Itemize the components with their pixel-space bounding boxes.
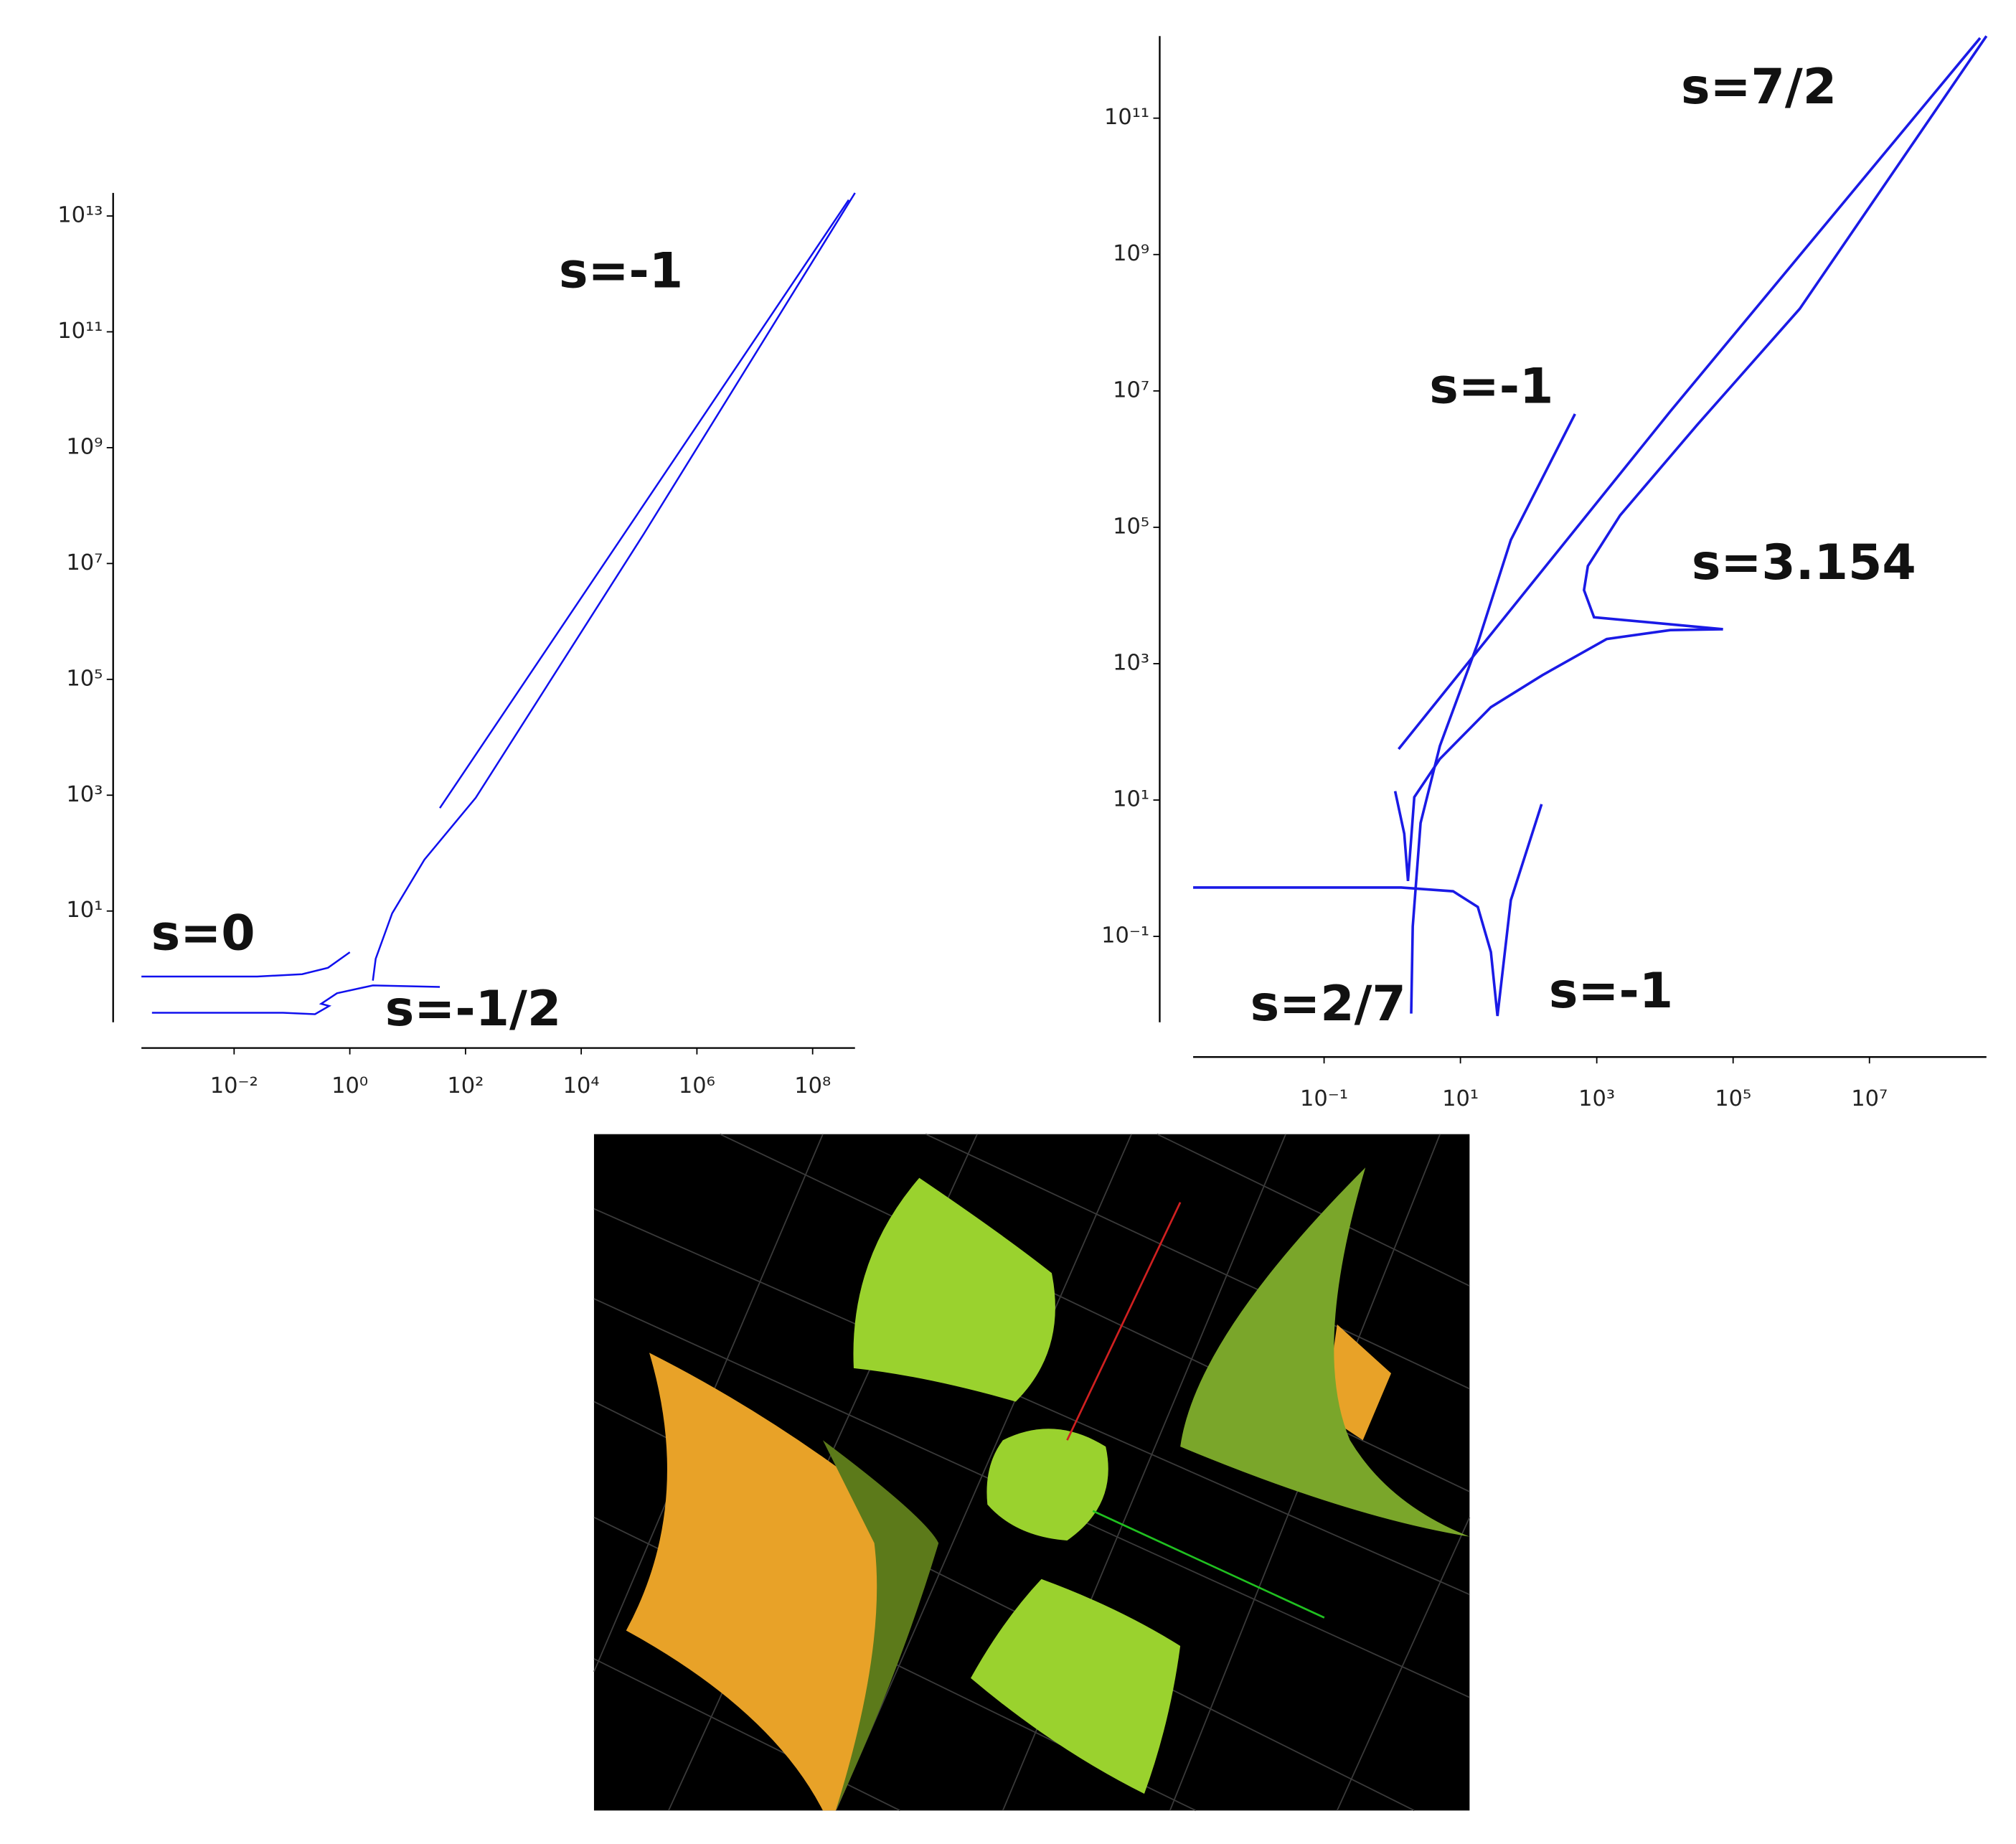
annotation: s=3.154 bbox=[1692, 535, 1916, 591]
y-tick-label: 10¹ bbox=[1113, 787, 1149, 812]
green-blob bbox=[971, 1579, 1181, 1794]
curve bbox=[1193, 804, 1543, 1017]
y-tick-label: 10⁵ bbox=[1113, 514, 1149, 539]
curve bbox=[1398, 37, 1982, 751]
y-tick-label: 10¹ bbox=[66, 898, 103, 923]
y-tick-label: 10⁷ bbox=[1113, 377, 1149, 403]
y-tick-label: 10⁵ bbox=[66, 666, 103, 691]
curve bbox=[1393, 628, 1723, 881]
x-tick-label: 10⁻¹ bbox=[1300, 1086, 1348, 1111]
x-tick-label: 10¹ bbox=[1442, 1086, 1479, 1111]
annotation: s=-1 bbox=[1429, 359, 1553, 415]
y-tick-label: 10⁷ bbox=[66, 550, 103, 575]
curve bbox=[439, 199, 850, 809]
green-surface bbox=[1180, 1167, 1470, 1537]
annotation: s=0 bbox=[151, 905, 255, 961]
render-3d bbox=[593, 1133, 1471, 1812]
x-tick-label: 10⁴ bbox=[563, 1073, 600, 1099]
annotation: s=-1/2 bbox=[385, 981, 561, 1038]
annotation: s=-1 bbox=[559, 243, 683, 299]
x-tick-label: 10⁷ bbox=[1851, 1086, 1888, 1111]
y-tick-label: 10¹³ bbox=[57, 203, 103, 228]
y-tick-label: 10³ bbox=[66, 782, 103, 807]
annotation: s=2/7 bbox=[1250, 976, 1406, 1032]
green-blob bbox=[853, 1177, 1055, 1402]
y-tick-label: 10³ bbox=[1113, 650, 1149, 675]
x-tick-label: 10² bbox=[447, 1073, 484, 1099]
annotation: s=7/2 bbox=[1681, 59, 1837, 116]
y-tick-label: 10¹¹ bbox=[57, 319, 103, 344]
orange-surface bbox=[1324, 1324, 1392, 1441]
axis-arrow-green bbox=[1092, 1510, 1325, 1619]
axis-arrow-red bbox=[1066, 1202, 1182, 1441]
green-blob bbox=[986, 1429, 1108, 1540]
curve bbox=[1410, 413, 1576, 1014]
x-tick-label: 10⁻² bbox=[210, 1073, 258, 1099]
y-tick-label: 10¹¹ bbox=[1104, 105, 1149, 130]
curve bbox=[151, 984, 441, 1015]
orange-surface bbox=[626, 1353, 899, 1811]
x-tick-label: 10⁵ bbox=[1715, 1086, 1751, 1111]
x-tick-label: 10⁸ bbox=[794, 1073, 831, 1099]
curve bbox=[1583, 35, 1988, 631]
y-tick-label: 10⁻¹ bbox=[1101, 923, 1149, 949]
x-tick-label: 10⁶ bbox=[679, 1073, 715, 1099]
curve bbox=[372, 192, 856, 981]
chart: 10⁻¹ 10¹ 10³ 10⁵ 10⁷ 10⁹ 10¹¹ 10⁻¹ 10¹ 10³ 10⁵ 10⁷ s… bbox=[1101, 35, 1988, 1111]
y-tick-label: 10⁹ bbox=[1113, 241, 1149, 266]
y-tick-label: 10⁹ bbox=[66, 434, 103, 459]
x-tick-label: 10³ bbox=[1578, 1086, 1615, 1111]
curve bbox=[141, 951, 351, 978]
green-surface bbox=[822, 1440, 939, 1811]
x-tick-label: 10⁰ bbox=[331, 1073, 368, 1099]
annotation: s=-1 bbox=[1549, 963, 1673, 1020]
chart: 10¹ 10³ 10⁵ 10⁷ 10⁹ 10¹¹ 10¹³ 10⁻² 10⁰ 10² 10⁴ 10⁶ 1… bbox=[57, 192, 856, 1099]
